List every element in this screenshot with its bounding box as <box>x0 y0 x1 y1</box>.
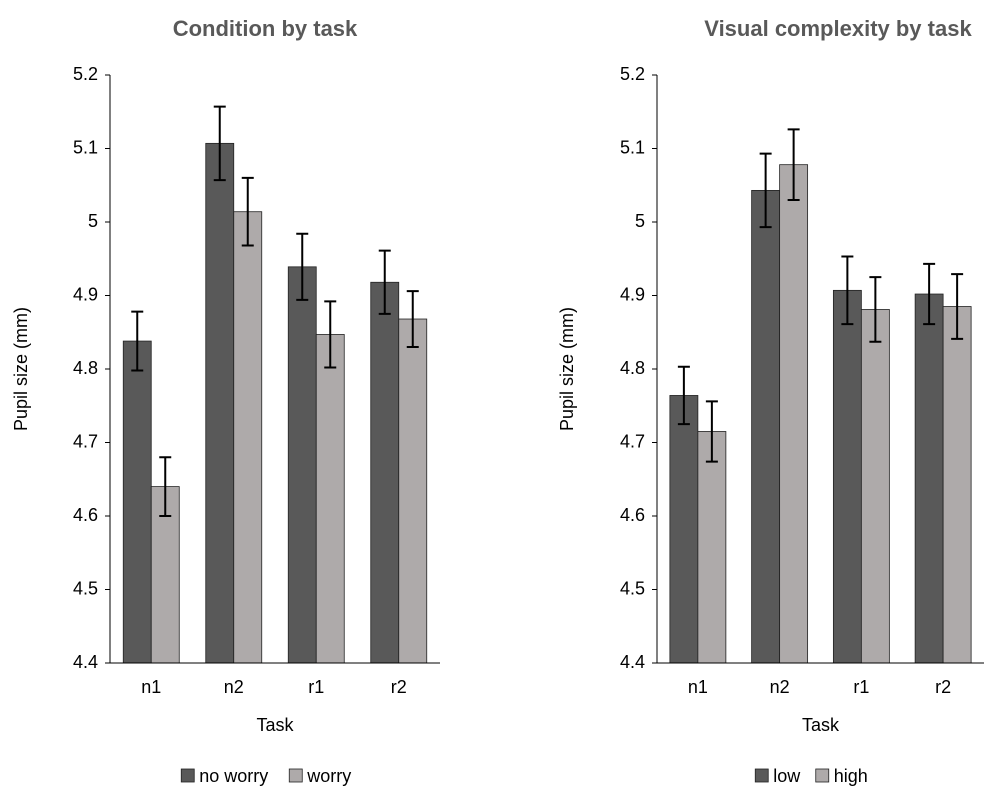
error-bar <box>705 400 718 463</box>
error-bar <box>787 128 800 201</box>
y-tick-label: 5 <box>88 211 98 231</box>
y-tick-label: 4.4 <box>73 652 98 672</box>
x-tick-label: r1 <box>308 677 324 697</box>
legend-label: high <box>834 766 868 786</box>
legend-swatch <box>815 768 830 783</box>
y-tick-label: 5.1 <box>620 137 645 157</box>
error-bar <box>923 262 936 326</box>
chart-title: Visual complexity by task <box>704 16 972 41</box>
legend-label: worry <box>306 766 351 786</box>
bar <box>832 289 862 664</box>
x-tick-label: n2 <box>770 677 790 697</box>
y-tick-label: 4.8 <box>73 358 98 378</box>
bar <box>122 340 152 664</box>
bar <box>914 293 944 664</box>
bar <box>370 281 400 664</box>
y-tick-label: 5.2 <box>73 64 98 84</box>
x-tick-label: n1 <box>141 677 161 697</box>
error-bar <box>951 273 964 340</box>
bar <box>315 334 345 664</box>
y-tick-label: 4.9 <box>73 284 98 304</box>
y-tick-label: 4.5 <box>620 578 645 598</box>
x-tick-label: n2 <box>224 677 244 697</box>
bar <box>860 309 890 664</box>
bar <box>751 189 781 664</box>
x-axis-label: Task <box>802 715 840 735</box>
y-axis-label: Pupil size (mm) <box>557 307 577 431</box>
error-bar <box>241 176 254 247</box>
x-tick-label: r1 <box>853 677 869 697</box>
y-tick-label: 4.7 <box>620 431 645 451</box>
y-axis-label: Pupil size (mm) <box>11 307 31 431</box>
x-tick-label: n1 <box>688 677 708 697</box>
x-axis-label: Task <box>256 715 294 735</box>
error-bar <box>296 232 309 301</box>
chart-title: Condition by task <box>173 16 358 41</box>
y-tick-label: 5.2 <box>620 64 645 84</box>
error-bar <box>677 365 690 426</box>
error-bar <box>378 249 391 315</box>
error-bar <box>131 310 144 372</box>
error-bar <box>159 456 172 517</box>
legend-label: low <box>773 766 801 786</box>
y-tick-label: 4.6 <box>73 505 98 525</box>
error-bar <box>406 290 419 348</box>
error-bar <box>841 255 854 326</box>
bar <box>205 142 235 664</box>
bar <box>697 431 727 664</box>
x-tick-label: r2 <box>391 677 407 697</box>
error-bar <box>869 276 882 343</box>
legend-swatch <box>180 768 195 783</box>
legend-swatch <box>288 768 303 783</box>
y-tick-label: 4.7 <box>73 431 98 451</box>
legend-label: no worry <box>199 766 268 786</box>
y-tick-label: 4.5 <box>73 578 98 598</box>
y-tick-label: 4.9 <box>620 284 645 304</box>
legend-swatch <box>754 768 769 783</box>
bar <box>779 164 809 664</box>
error-bar <box>759 152 772 229</box>
y-tick-label: 5.1 <box>73 137 98 157</box>
x-tick-label: r2 <box>935 677 951 697</box>
error-bar <box>324 300 337 369</box>
error-bar <box>213 105 226 182</box>
bar <box>942 306 972 664</box>
bar <box>398 318 428 664</box>
bar <box>669 395 699 664</box>
y-tick-label: 4.8 <box>620 358 645 378</box>
bar <box>233 211 263 664</box>
y-tick-label: 4.4 <box>620 652 645 672</box>
bar <box>287 266 317 664</box>
y-tick-label: 4.6 <box>620 505 645 525</box>
y-tick-label: 5 <box>635 211 645 231</box>
